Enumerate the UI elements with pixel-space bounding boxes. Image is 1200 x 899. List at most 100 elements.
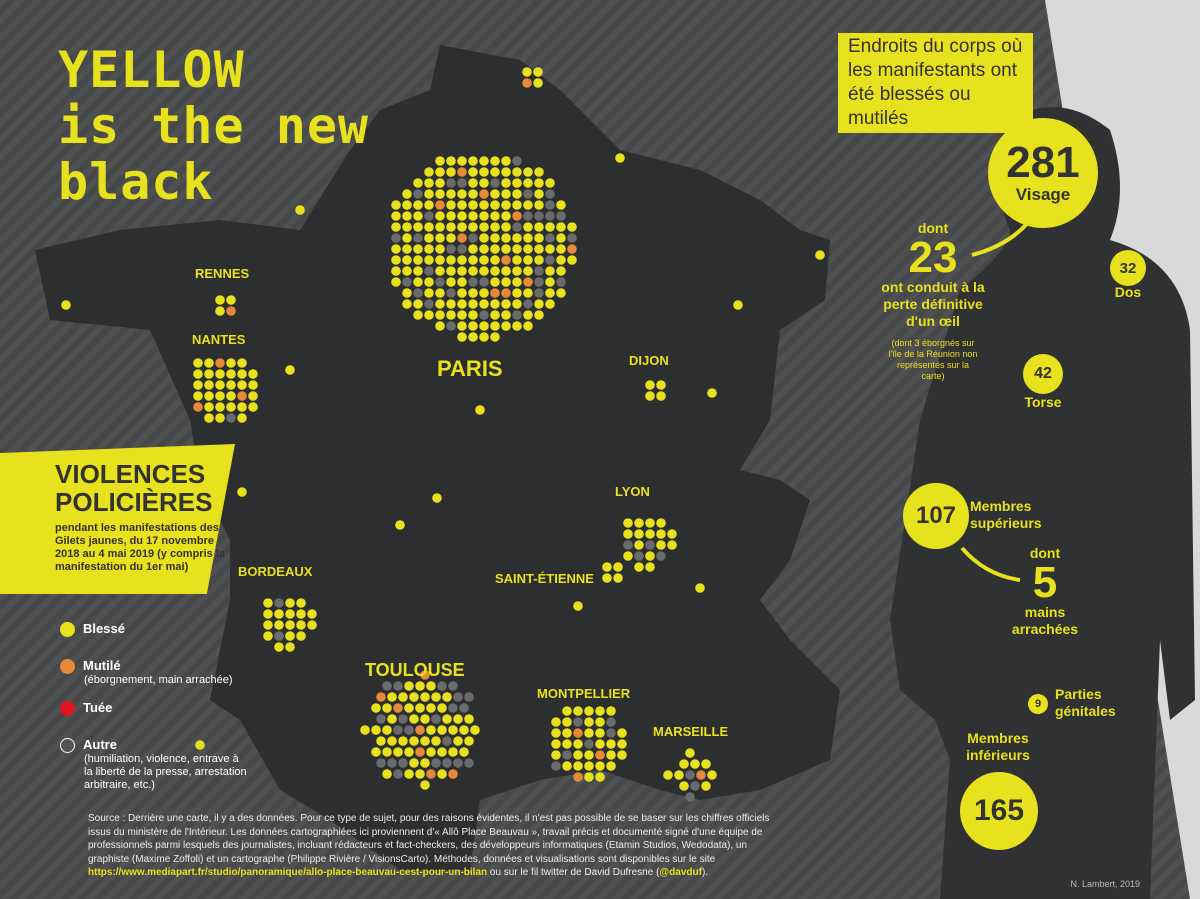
incident-dot [376, 714, 386, 724]
incident-dot [391, 255, 401, 265]
incident-dot [479, 332, 489, 342]
incident-dot [690, 759, 700, 769]
incident-dot [409, 736, 419, 746]
incident-dot [707, 388, 717, 398]
incident-dot [263, 620, 273, 630]
incident-dot [584, 761, 594, 771]
incident-dot [556, 233, 566, 243]
banner-title-2: POLICIÈRES [55, 487, 213, 517]
incident-dot [382, 747, 392, 757]
oeil-block: dont 23 ont conduit à la perte définitive … [868, 220, 998, 382]
source-text: Source : Derrière une carte, il y a des … [88, 812, 788, 880]
incident-dot [226, 402, 236, 412]
incident-dot [426, 703, 436, 713]
incident-dot [457, 233, 467, 243]
incident-dot [446, 156, 456, 166]
incident-dot [237, 358, 247, 368]
incident-dot [446, 277, 456, 287]
incident-dot [475, 405, 485, 415]
incident-dot [204, 369, 214, 379]
incident-dot [501, 299, 511, 309]
incident-dot [448, 725, 458, 735]
incident-dot [545, 255, 555, 265]
incident-dot [248, 369, 258, 379]
incident-dot [424, 178, 434, 188]
incident-dot [479, 189, 489, 199]
incident-dot [415, 703, 425, 713]
incident-dot [296, 598, 306, 608]
orange-dot-icon [60, 659, 75, 675]
incident-dot [453, 758, 463, 768]
incident-dot [501, 167, 511, 177]
incident-dot [523, 233, 533, 243]
incident-dot [634, 551, 644, 561]
incident-dot [415, 725, 425, 735]
incident-dot [679, 759, 689, 769]
incident-dot [512, 266, 522, 276]
incident-dot [701, 781, 711, 791]
incident-dot [523, 200, 533, 210]
incident-dot [413, 310, 423, 320]
incident-dot [371, 703, 381, 713]
incident-dot [512, 211, 522, 221]
incident-dot [615, 153, 625, 163]
incident-dot [204, 413, 214, 423]
incident-dot [426, 769, 436, 779]
incident-dot [584, 750, 594, 760]
incident-dot [226, 391, 236, 401]
incident-dot [501, 288, 511, 298]
incident-dot [387, 692, 397, 702]
incident-dot [391, 200, 401, 210]
incident-dot [459, 725, 469, 735]
twitter-handle-link[interactable]: @davduf [659, 867, 702, 878]
incident-dot [534, 211, 544, 221]
city-label: RENNES [195, 266, 250, 281]
incident-dot [424, 189, 434, 199]
incident-dot [453, 692, 463, 702]
incident-dot [457, 277, 467, 287]
legend-mutile: Mutilé (éborgnement, main arrachée) [60, 658, 233, 687]
incident-dot [623, 529, 633, 539]
incident-dot [420, 780, 430, 790]
incident-dot [435, 299, 445, 309]
incident-dot [534, 222, 544, 232]
incident-dot [584, 728, 594, 738]
membres-inf-circle: 165 [960, 772, 1038, 850]
incident-dot [393, 747, 403, 757]
incident-dot [431, 736, 441, 746]
genitales-label: Parties génitales [1055, 686, 1116, 719]
incident-dot [733, 300, 743, 310]
incident-dot [413, 244, 423, 254]
incident-dot [690, 781, 700, 791]
incident-dot [457, 255, 467, 265]
incident-dot [573, 601, 583, 611]
incident-dot [512, 178, 522, 188]
mains-prefix: dont [1029, 545, 1061, 561]
incident-dot [215, 306, 225, 316]
incident-dot [402, 288, 412, 298]
incident-dot [387, 714, 397, 724]
source-end: ). [701, 867, 709, 878]
incident-dot [446, 266, 456, 276]
incident-dot [204, 402, 214, 412]
incident-dot [193, 402, 203, 412]
incident-dot [402, 299, 412, 309]
incident-dot [442, 714, 452, 724]
torse-label: Torse [1024, 394, 1062, 410]
incident-dot [435, 178, 445, 188]
source-link[interactable]: https://www.mediapart.fr/studio/panorami… [88, 867, 488, 878]
incident-dot [545, 244, 555, 254]
incident-dot [562, 728, 572, 738]
incident-dot [696, 770, 706, 780]
incident-dot [584, 772, 594, 782]
incident-dot [623, 551, 633, 561]
incident-dot [522, 78, 532, 88]
incident-dot [402, 211, 412, 221]
incident-dot [545, 211, 555, 221]
membres-inf-label: Membres inférieurs [966, 730, 1030, 763]
incident-dot [490, 299, 500, 309]
legend-label: Mutilé [83, 658, 121, 673]
incident-dot [464, 692, 474, 702]
incident-dot [215, 295, 225, 305]
incident-dot [404, 769, 414, 779]
